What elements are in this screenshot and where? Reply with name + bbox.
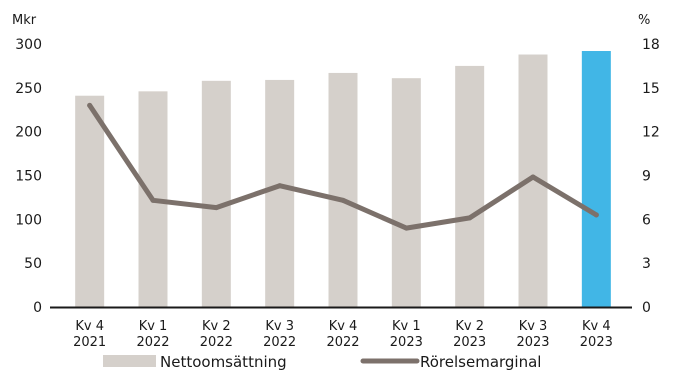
right-axis-unit: % [638,13,650,28]
x-tick-label: 2023 [390,335,423,350]
line-point [467,215,473,221]
x-tick-label: 2021 [73,335,106,350]
bar [455,65,485,308]
left-tick-label: 200 [15,125,42,141]
right-tick-label: 9 [642,169,651,185]
left-tick-label: 0 [33,300,42,316]
left-tick-label: 150 [15,169,42,185]
x-tick-label: Kv 4 [329,319,358,334]
left-axis: 0 50 100 150 200 250 300 [15,37,42,316]
left-tick-label: 300 [15,37,42,53]
line-point [87,102,93,108]
bar [75,95,105,308]
legend-line-label: Rörelsemarginal [420,353,541,371]
bar [201,80,231,307]
line-series [87,102,599,231]
right-tick-label: 12 [642,125,660,141]
line-point [530,174,536,180]
left-tick-label: 100 [15,212,42,228]
x-tick-label: Kv 2 [455,319,484,334]
line-point [593,212,599,218]
legend: Nettoomsättning Rörelsemarginal [103,353,541,371]
x-tick-label: Kv 4 [75,319,104,334]
right-tick-label: 15 [642,81,660,97]
x-tick-label: Kv 1 [139,319,168,334]
bar [265,79,295,308]
x-tick-label: 2023 [453,335,486,350]
bar [391,78,421,307]
left-axis-unit: Mkr [12,13,37,28]
x-tick-label: Kv 2 [202,319,231,334]
legend-bar-swatch [103,355,156,367]
right-tick-label: 18 [642,37,660,53]
bar [581,51,611,307]
left-tick-label: 50 [24,256,42,272]
line-point [150,197,156,203]
line-point [403,225,409,231]
line-point [340,197,346,203]
x-tick-label: 2022 [200,335,233,350]
x-tick-label: 2022 [326,335,359,350]
x-tick-label: 2023 [580,335,613,350]
x-tick-label: 2022 [136,335,169,350]
right-axis: 0 3 6 9 12 15 18 [642,37,660,316]
right-tick-label: 6 [642,212,651,228]
left-tick-label: 250 [15,81,42,97]
x-tick-label: Kv 1 [392,319,421,334]
line-point [213,205,219,211]
line-point [277,183,283,189]
x-tick-label: 2022 [263,335,296,350]
x-tick-label: Kv 4 [582,319,611,334]
legend-bar-label: Nettoomsättning [160,353,287,371]
x-tick-label: Kv 3 [265,319,294,334]
bar-series [75,51,611,308]
x-tick-label: Kv 3 [519,319,548,334]
right-tick-label: 0 [642,300,651,316]
x-tick-label: 2023 [516,335,549,350]
right-tick-label: 3 [642,256,651,272]
bar [328,72,358,308]
